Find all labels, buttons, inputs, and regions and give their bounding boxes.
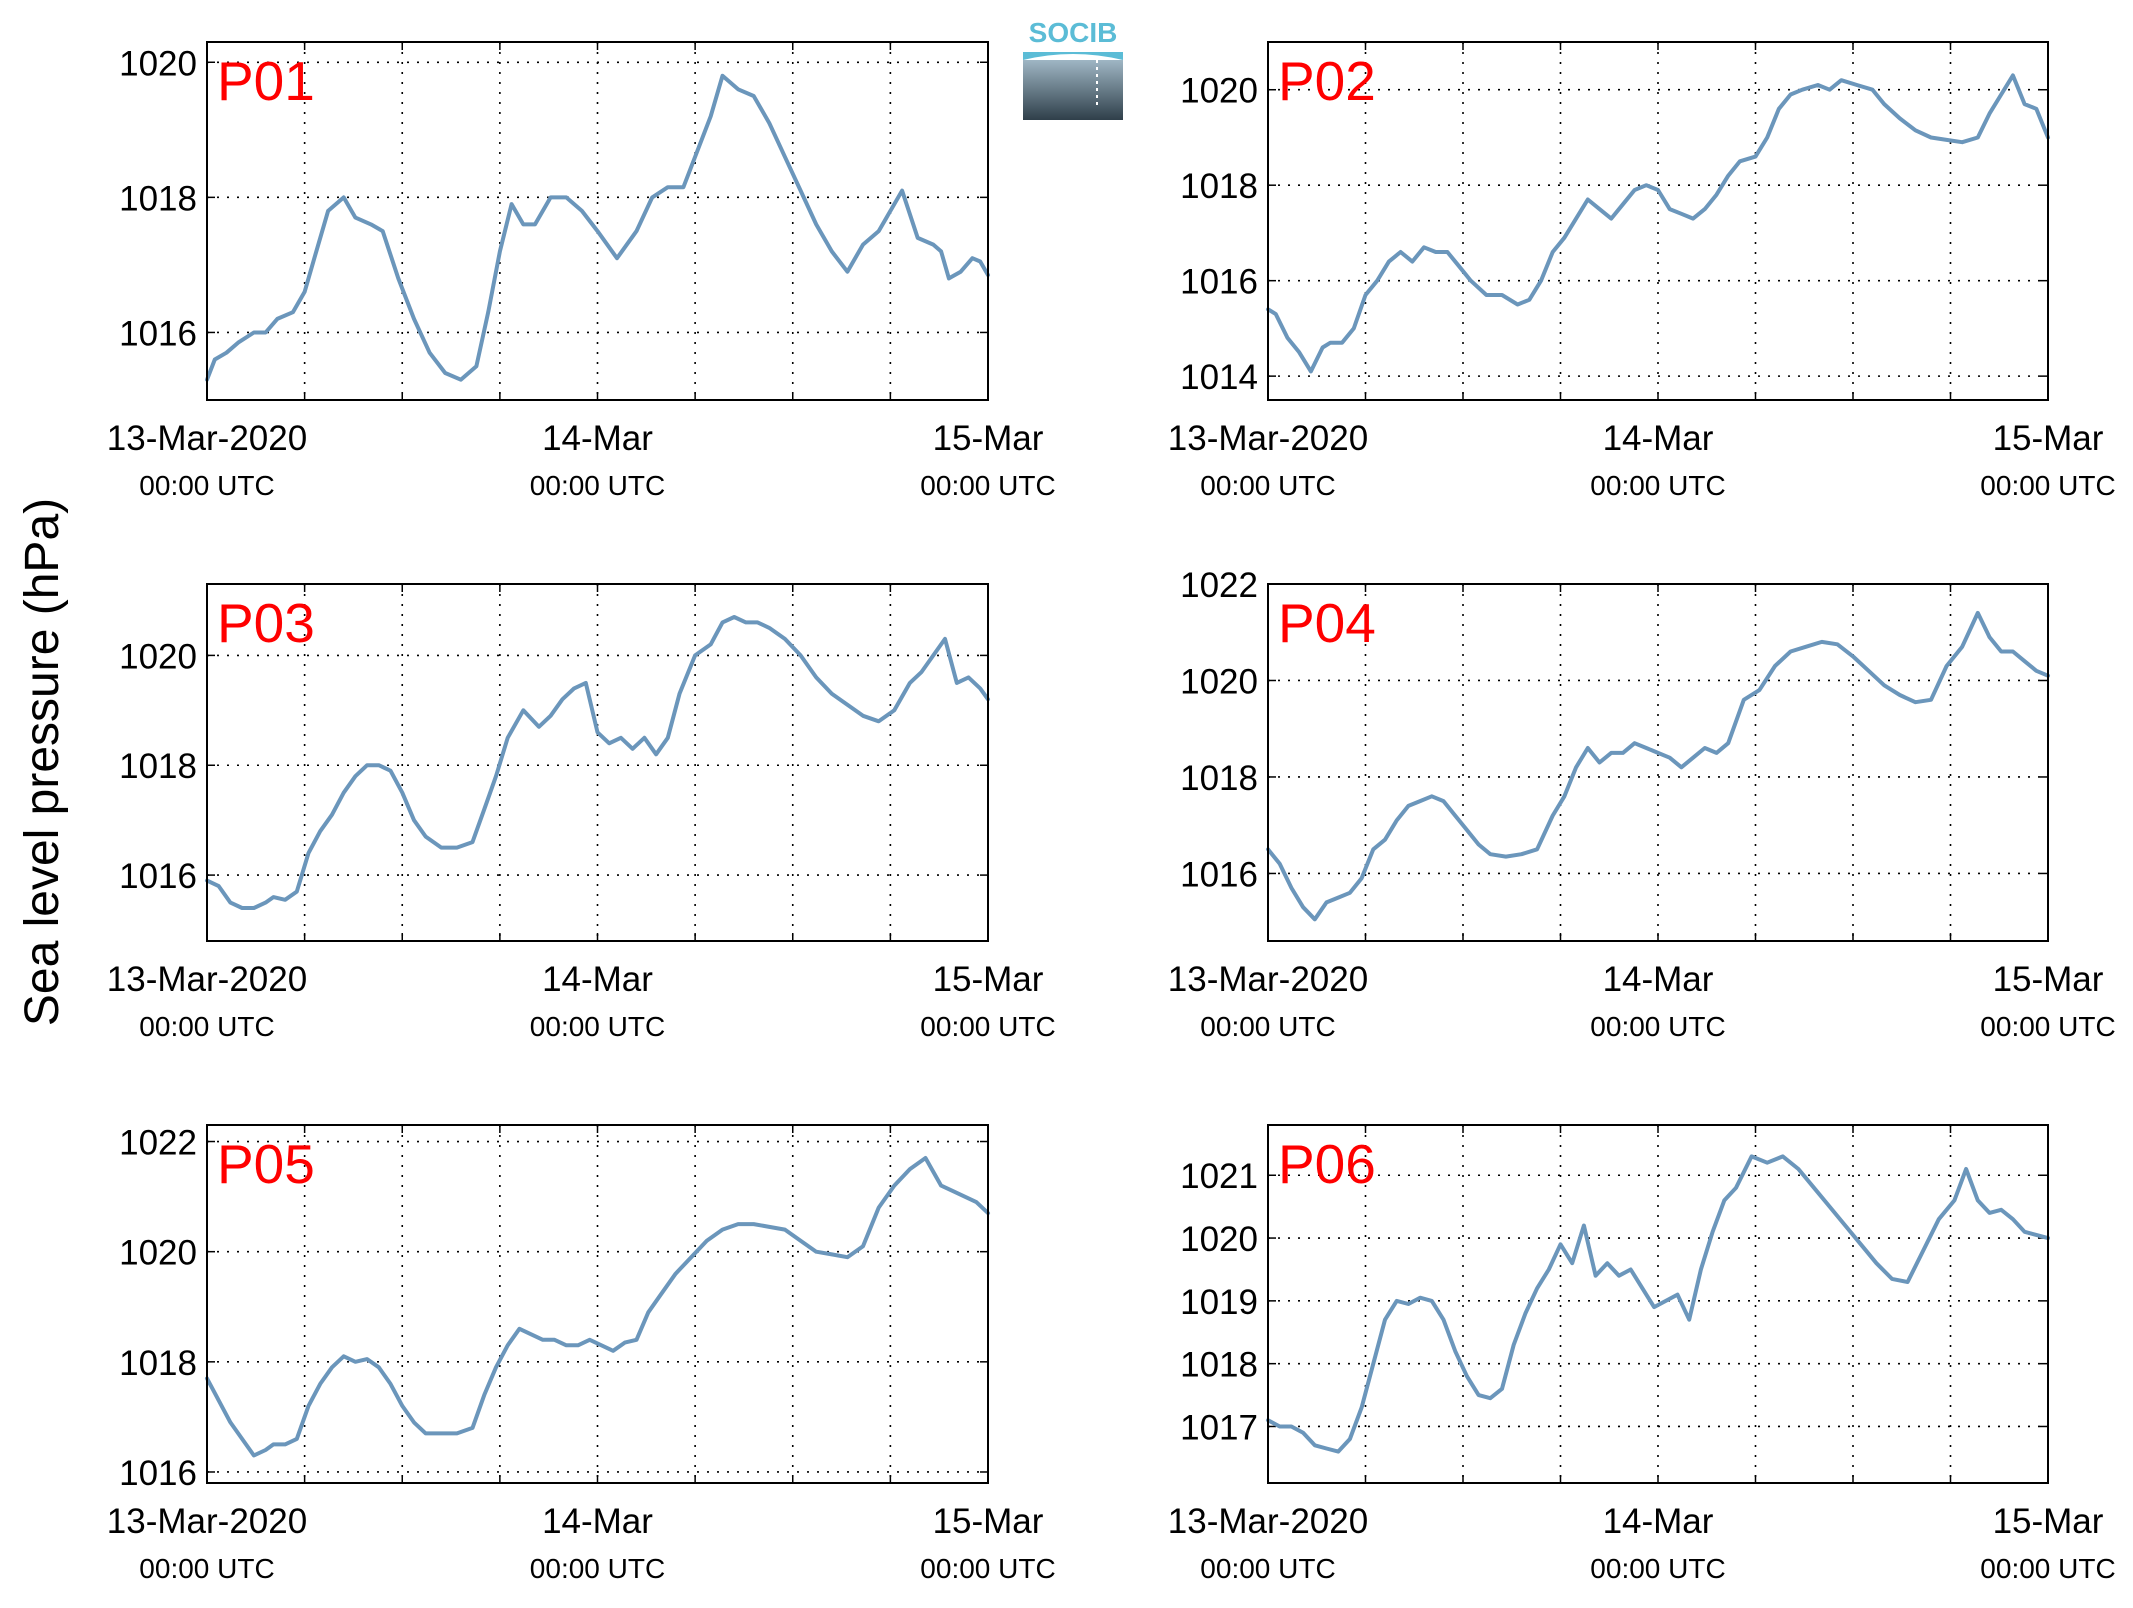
series-line bbox=[205, 1156, 990, 1458]
x-tick-label-date: 15-Mar bbox=[1993, 419, 2104, 458]
panel-label: P01 bbox=[217, 50, 315, 112]
series-line bbox=[1266, 73, 2050, 374]
logo-text: SOCIB bbox=[1029, 17, 1118, 48]
axes-box bbox=[206, 41, 989, 401]
x-tick-label-date: 15-Mar bbox=[933, 960, 1044, 999]
y-tick-label: 1020 bbox=[119, 44, 197, 83]
y-tick-label: 1020 bbox=[1180, 662, 1258, 701]
x-tick-label-date: 13-Mar-2020 bbox=[1168, 1502, 1368, 1541]
x-tick-label-time: 00:00 UTC bbox=[1590, 1011, 1725, 1042]
y-tick-label: 1018 bbox=[119, 1344, 197, 1383]
panel-label: P02 bbox=[1278, 50, 1376, 112]
chart-panel-p03: 1016 1018 1020 13-Mar-2020 00:00 UTC 14-Mar 00… bbox=[107, 583, 1056, 1042]
y-tick-label: 1018 bbox=[119, 747, 197, 786]
y-tick-label: 1016 bbox=[1180, 263, 1258, 302]
x-tick-label-date: 13-Mar-2020 bbox=[107, 419, 307, 458]
x-tick-label-time: 00:00 UTC bbox=[1980, 1553, 2115, 1584]
y-tick-label: 1018 bbox=[119, 179, 197, 218]
x-tick-label-time: 00:00 UTC bbox=[139, 1553, 274, 1584]
y-tick-label: 1020 bbox=[1180, 72, 1258, 111]
x-tick-label-date: 14-Mar bbox=[1603, 419, 1714, 458]
x-tick-label-date: 13-Mar-2020 bbox=[107, 1502, 307, 1541]
x-tick-label-date: 14-Mar bbox=[542, 960, 653, 999]
panel-label: P06 bbox=[1278, 1133, 1376, 1195]
series-line bbox=[205, 73, 990, 382]
x-tick-label-date: 14-Mar bbox=[542, 1502, 653, 1541]
x-tick-label-date: 14-Mar bbox=[1603, 960, 1714, 999]
y-tick-label: 1016 bbox=[1180, 855, 1258, 894]
y-tick-label: 1020 bbox=[119, 637, 197, 676]
x-tick-label-time: 00:00 UTC bbox=[920, 1553, 1055, 1584]
y-tick-label: 1016 bbox=[119, 314, 197, 353]
chart-panel-p04: 1016 1018 1020 1022 13-Mar-2020 00:00 UTC 14-M… bbox=[1168, 566, 2116, 1042]
x-tick-label-date: 15-Mar bbox=[933, 419, 1044, 458]
logo-block bbox=[1023, 60, 1123, 120]
y-tick-label: 1016 bbox=[119, 857, 197, 896]
x-tick-label-date: 14-Mar bbox=[1603, 1502, 1714, 1541]
axes-box bbox=[206, 583, 989, 942]
axes-box bbox=[1267, 41, 2049, 401]
y-tick-label: 1022 bbox=[119, 1124, 197, 1163]
x-tick-label-date: 15-Mar bbox=[933, 1502, 1044, 1541]
y-tick-label: 1021 bbox=[1180, 1157, 1258, 1196]
y-tick-label: 1018 bbox=[1180, 759, 1258, 798]
x-tick-label-time: 00:00 UTC bbox=[1200, 1011, 1335, 1042]
y-tick-label: 1016 bbox=[119, 1454, 197, 1493]
socib-logo: SOCIB bbox=[1023, 17, 1123, 120]
x-tick-label-date: 13-Mar-2020 bbox=[107, 960, 307, 999]
y-tick-label: 1017 bbox=[1180, 1408, 1258, 1447]
x-tick-label-time: 00:00 UTC bbox=[1980, 1011, 2115, 1042]
axes-box bbox=[1267, 583, 2049, 942]
panels: 1016 1018 1020 13-Mar-2020 00:00 UTC 14-Mar 00… bbox=[107, 41, 2116, 1584]
x-tick-label-time: 00:00 UTC bbox=[530, 470, 665, 501]
y-axis-label: Sea level pressure (hPa) bbox=[16, 498, 69, 1026]
y-tick-label: 1018 bbox=[1180, 167, 1258, 206]
x-tick-label-date: 14-Mar bbox=[542, 419, 653, 458]
x-tick-label-time: 00:00 UTC bbox=[920, 1011, 1055, 1042]
x-tick-label-time: 00:00 UTC bbox=[139, 470, 274, 501]
series-line bbox=[205, 615, 990, 910]
x-tick-label-date: 15-Mar bbox=[1993, 960, 2104, 999]
panel-label: P04 bbox=[1278, 592, 1376, 654]
y-tick-label: 1018 bbox=[1180, 1346, 1258, 1385]
y-tick-label: 1020 bbox=[119, 1234, 197, 1273]
x-tick-label-time: 00:00 UTC bbox=[920, 470, 1055, 501]
y-tick-label: 1020 bbox=[1180, 1220, 1258, 1259]
y-tick-label: 1022 bbox=[1180, 566, 1258, 605]
panel-label: P05 bbox=[217, 1133, 315, 1195]
series-line bbox=[1266, 1154, 2050, 1454]
x-tick-label-time: 00:00 UTC bbox=[1590, 1553, 1725, 1584]
y-tick-label: 1014 bbox=[1180, 358, 1258, 397]
x-tick-label-date: 13-Mar-2020 bbox=[1168, 419, 1368, 458]
x-tick-label-date: 13-Mar-2020 bbox=[1168, 960, 1368, 999]
series-line bbox=[1266, 610, 2050, 922]
x-tick-label-time: 00:00 UTC bbox=[1200, 1553, 1335, 1584]
x-tick-label-time: 00:00 UTC bbox=[1980, 470, 2115, 501]
chart-panel-p01: 1016 1018 1020 13-Mar-2020 00:00 UTC 14-Mar 00… bbox=[107, 41, 1056, 501]
x-tick-label-date: 15-Mar bbox=[1993, 1502, 2104, 1541]
panel-label: P03 bbox=[217, 592, 315, 654]
chart-panel-p02: 1014 1016 1018 1020 13-Mar-2020 00:00 UTC 14-M… bbox=[1168, 41, 2116, 501]
y-tick-label: 1019 bbox=[1180, 1283, 1258, 1322]
x-tick-label-time: 00:00 UTC bbox=[1200, 470, 1335, 501]
axes-box bbox=[1267, 1124, 2049, 1484]
chart-panel-p06: 1017 1018 1019 1020 1021 13-Mar-2020 00:00 UTC… bbox=[1168, 1124, 2116, 1584]
x-tick-label-time: 00:00 UTC bbox=[530, 1553, 665, 1584]
x-tick-label-time: 00:00 UTC bbox=[530, 1011, 665, 1042]
axes-box bbox=[206, 1124, 989, 1484]
x-tick-label-time: 00:00 UTC bbox=[139, 1011, 274, 1042]
chart-panel-p05: 1016 1018 1020 1022 13-Mar-2020 00:00 UTC 14-M… bbox=[107, 1124, 1056, 1584]
logo-wave bbox=[1023, 52, 1123, 60]
x-tick-label-time: 00:00 UTC bbox=[1590, 470, 1725, 501]
